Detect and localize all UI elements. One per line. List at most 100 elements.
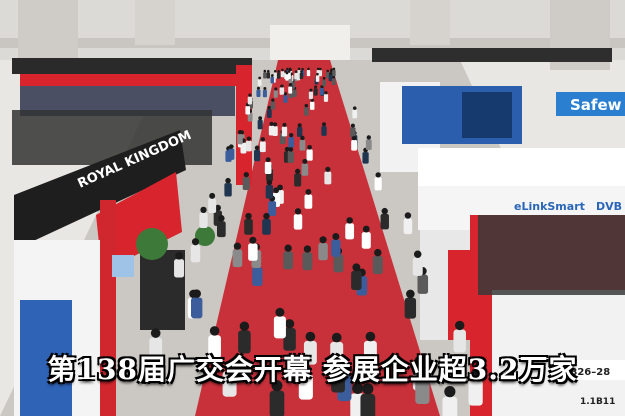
visitor-head <box>263 69 267 73</box>
visitor-body <box>292 89 297 98</box>
right-tv-screen <box>462 92 512 138</box>
far-back-wall <box>270 25 350 65</box>
visitor-body <box>247 96 253 105</box>
visitor-body <box>224 183 232 197</box>
visitor-head <box>191 238 200 246</box>
visitor-head <box>351 135 357 141</box>
visitor-body <box>280 71 285 78</box>
visitor-body <box>276 72 281 79</box>
visitor-head <box>256 86 260 90</box>
visitor-head <box>274 87 278 91</box>
visitor-body <box>302 252 313 271</box>
visitor-head <box>362 225 370 233</box>
visitor-body <box>268 201 277 216</box>
visitor-body <box>273 316 286 339</box>
visitor-body <box>363 340 377 365</box>
visitor-body <box>318 70 323 77</box>
visitor-body <box>294 72 298 80</box>
visitor-head <box>266 179 273 186</box>
visitor-body <box>283 251 294 270</box>
visitor-body <box>262 219 271 235</box>
visitor-head <box>243 171 249 178</box>
visitor-head <box>307 67 310 71</box>
visitor-head <box>284 319 295 329</box>
visitor-body <box>293 214 303 230</box>
visitor-body <box>453 329 466 353</box>
visitor-head <box>365 331 376 342</box>
visitor-head <box>381 207 388 215</box>
visitor-head <box>258 76 262 80</box>
visitor-head <box>214 204 221 211</box>
visitor-body <box>244 218 253 235</box>
visitor-body <box>468 379 483 406</box>
left-red-pillar <box>100 200 116 416</box>
visitor-body <box>240 142 247 154</box>
visitor-body <box>280 87 285 95</box>
visitor-body <box>333 254 344 273</box>
visitor-head <box>301 67 304 71</box>
visitor-head <box>266 69 270 73</box>
visitor-head <box>297 123 302 128</box>
visitor-body <box>273 90 278 98</box>
safewell-sign: Safew <box>570 96 622 114</box>
visitor-body <box>308 91 313 100</box>
visitor-body <box>287 151 294 163</box>
visitor-head <box>300 135 305 141</box>
visitor-body <box>191 297 203 319</box>
visitor-body <box>362 152 369 164</box>
left-black-sign-panel <box>14 130 186 250</box>
visitor-head <box>271 98 275 102</box>
visitor-head <box>455 320 465 331</box>
visitor-head <box>175 252 183 260</box>
visitor-body <box>199 212 208 229</box>
visitor-body <box>263 72 267 79</box>
visitor-body <box>259 141 266 153</box>
visitor-body <box>242 176 250 191</box>
visitor-body <box>149 337 163 361</box>
visitor-body <box>222 371 237 397</box>
visitor-head <box>302 158 308 164</box>
visitor-head <box>331 332 342 343</box>
visitor-body <box>328 74 333 82</box>
visitor-body <box>321 126 327 136</box>
visitor-head <box>282 122 287 127</box>
visitor-head <box>295 168 301 174</box>
visitor-body <box>270 76 275 84</box>
visitor-head <box>286 67 289 71</box>
visitor-head <box>470 369 481 381</box>
visitor-head <box>263 86 267 91</box>
visitor-body <box>351 270 362 290</box>
visitor-body <box>361 232 371 249</box>
visitor-body <box>294 173 302 187</box>
visitor-body <box>264 161 272 174</box>
visitor-head <box>314 85 318 89</box>
visitor-head <box>150 328 161 338</box>
visitor-head <box>287 70 291 73</box>
visitor-head <box>258 116 263 121</box>
visitor-body <box>360 393 376 416</box>
right-front-booth-inner <box>492 290 625 416</box>
visitor-body <box>253 149 261 162</box>
ceiling-column-mid-right <box>410 0 450 45</box>
visitor-head <box>289 132 294 138</box>
visitor-head <box>305 189 312 195</box>
right-truss-top <box>372 48 612 62</box>
visitor-body <box>262 89 267 98</box>
visitor-body <box>332 70 336 77</box>
visitor-body <box>281 126 288 137</box>
visitor-head <box>303 245 312 253</box>
visitor-body <box>283 327 296 351</box>
visitor-head <box>375 172 381 178</box>
visitor-body <box>315 75 320 82</box>
visitor-head <box>332 75 336 79</box>
visitor-body <box>190 244 201 263</box>
visitor-body <box>331 78 336 86</box>
visitor-head <box>192 289 201 298</box>
left-red-column-far <box>236 65 252 185</box>
visitor-head <box>326 69 330 73</box>
right-elinksmart-top <box>418 148 625 186</box>
red-carpet-aisle <box>195 60 440 416</box>
visitor-head <box>319 67 322 71</box>
left-display-screen <box>112 255 134 277</box>
visitor-head <box>269 121 274 126</box>
